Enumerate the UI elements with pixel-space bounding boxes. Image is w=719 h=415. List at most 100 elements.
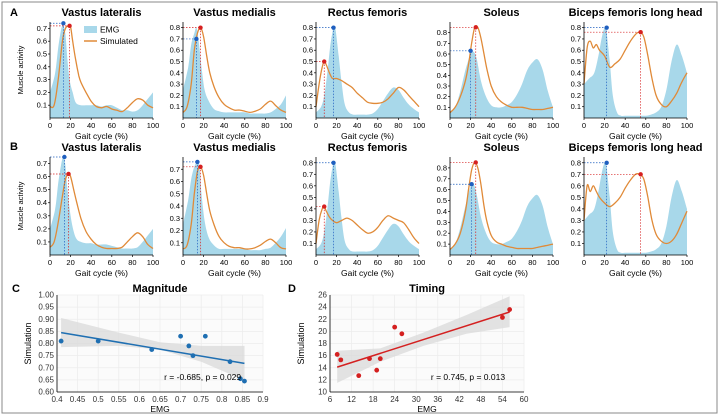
y-tick-label: 0.4	[571, 68, 581, 77]
y-tick-label: 0.4	[437, 71, 447, 80]
emg-peak-marker	[469, 182, 474, 187]
muscle-panel-a2: Vastus medialis 0.1 0.2 0.3 0.4 0.5 0.6 0.7 0.8 0…	[170, 7, 293, 141]
x-tick-label: 80	[394, 258, 402, 267]
x-tick-label: 60	[642, 121, 650, 130]
x-tick-label: 0.55	[111, 395, 127, 404]
data-point	[392, 324, 398, 330]
x-tick-label: 12	[347, 395, 356, 404]
y-tick-label: 0.3	[571, 80, 581, 89]
y-tick-label: 0.7	[303, 34, 313, 43]
y-tick-label: 0.1	[170, 102, 180, 111]
x-axis-label: EMG	[150, 404, 169, 414]
x-tick-label: 100	[147, 258, 160, 267]
y-tick-label: 0.2	[303, 227, 313, 236]
emg-peak-marker	[195, 159, 200, 165]
y-tick-label: 0.4	[437, 207, 447, 216]
y-tick-label: 0.1	[37, 237, 47, 246]
x-tick-label: 80	[528, 121, 536, 130]
y-tick-label: 0.4	[37, 62, 47, 71]
x-tick-label: 60	[108, 121, 116, 130]
emg-peak-marker	[331, 160, 336, 165]
regression-line	[336, 311, 510, 368]
x-tick-label: 0.45	[70, 395, 86, 404]
y-tick-label: 0.7	[303, 170, 313, 179]
data-point	[334, 352, 340, 357]
y-tick-label: 0.3	[303, 216, 313, 225]
emg-peak-marker	[468, 48, 473, 53]
y-tick-label: 0.2	[571, 91, 581, 100]
y-tick-label: 0.1	[303, 239, 313, 248]
muscle-panel-b2: Vastus medialis 0.1 0.2 0.3 0.4 0.5 0.6 0.7 0 20 4…	[170, 142, 293, 278]
y-tick-label: 0.6	[303, 181, 313, 190]
y-tick-label: 18	[318, 339, 327, 348]
y-tick-label: 0.75	[38, 351, 54, 360]
panel-title: Soleus	[483, 142, 519, 154]
y-tick-label: 0.1	[571, 102, 581, 111]
y-axis-label: Muscle activity	[16, 181, 25, 230]
confidence-band	[61, 318, 245, 381]
y-tick-label: 0.5	[437, 196, 447, 205]
simulated-line	[583, 172, 688, 245]
y-tick-label: 0.80	[38, 339, 54, 348]
y-tick-label: 0.2	[170, 91, 180, 100]
data-point	[227, 359, 233, 365]
x-axis-label: Gait cycle (%)	[341, 268, 394, 278]
emg-area	[183, 27, 286, 119]
x-tick-label: 54	[498, 395, 507, 404]
y-tick-label: 0.5	[37, 50, 47, 59]
emg-area	[450, 183, 553, 255]
x-tick-label: 0.9	[257, 395, 269, 404]
x-tick-label: 0	[314, 121, 318, 130]
x-tick-label: 80	[394, 121, 402, 130]
x-tick-label: 60	[642, 258, 650, 267]
x-axis-label: Gait cycle (%)	[208, 268, 261, 278]
y-tick-label: 0.8	[571, 158, 581, 167]
x-tick-label: 0.85	[235, 395, 251, 404]
x-tick-label: 40	[353, 121, 361, 130]
x-tick-label: 0.8	[216, 395, 228, 404]
x-tick-label: 100	[280, 121, 293, 130]
x-tick-label: 60	[374, 258, 382, 267]
x-tick-label: 0.75	[193, 395, 209, 404]
y-tick-label: 0.4	[303, 68, 313, 77]
x-axis-label: Gait cycle (%)	[609, 268, 662, 278]
y-tick-label: 0.6	[170, 177, 180, 186]
panel-title: Magnitude	[133, 283, 188, 295]
x-tick-label: 20	[466, 258, 474, 267]
data-point	[237, 376, 243, 382]
x-axis-label: EMG	[417, 404, 436, 414]
emg-peak-marker	[61, 21, 66, 26]
x-tick-label: 60	[520, 395, 529, 404]
x-axis-label: Gait cycle (%)	[208, 131, 261, 141]
x-tick-label: 80	[261, 121, 269, 130]
y-tick-label: 0.7	[37, 159, 47, 168]
data-point	[58, 338, 64, 344]
y-tick-label: 0.7	[571, 34, 581, 43]
muscle-panel-a4: Soleus 0.1 0.20.3 0.4 0.50.6 0.7 0.8 0 20 40 60 80 1…	[437, 7, 560, 141]
x-tick-label: 40	[621, 258, 629, 267]
x-tick-label: 0.4	[51, 395, 63, 404]
emg-peak-marker	[604, 160, 609, 165]
x-tick-label: 20	[199, 121, 207, 130]
x-tick-label: 0	[48, 258, 52, 267]
legend-emg-swatch	[84, 26, 97, 33]
panel-title: Timing	[409, 283, 445, 295]
simulated-line	[49, 173, 154, 250]
y-tick-label: 12	[318, 375, 327, 384]
x-tick-label: 48	[476, 395, 485, 404]
y-tick-label: 0.60	[38, 388, 54, 397]
x-tick-label: 6	[328, 395, 333, 404]
x-tick-label: 80	[662, 258, 670, 267]
scatter-panel-c: 0.60 0.65 0.70 0.75 0.80 0.85 0.90 0.95 1.00 0.4 0…	[23, 283, 269, 414]
x-tick-label: 0	[48, 121, 52, 130]
emg-area	[584, 162, 687, 255]
muscle-panel-b1: Vastus lateralis 0.1 0.2 0.3 0.4 0.5 0.6 0.7 0 20…	[16, 142, 159, 278]
x-tick-label: 0	[181, 121, 185, 130]
data-point	[178, 333, 184, 339]
x-tick-label: 20	[199, 258, 207, 267]
y-tick-label: 0.7	[571, 170, 581, 179]
sim-peak-marker	[198, 25, 203, 30]
panel-title: Soleus	[483, 7, 519, 19]
y-tick-label: 0.7	[437, 39, 447, 48]
